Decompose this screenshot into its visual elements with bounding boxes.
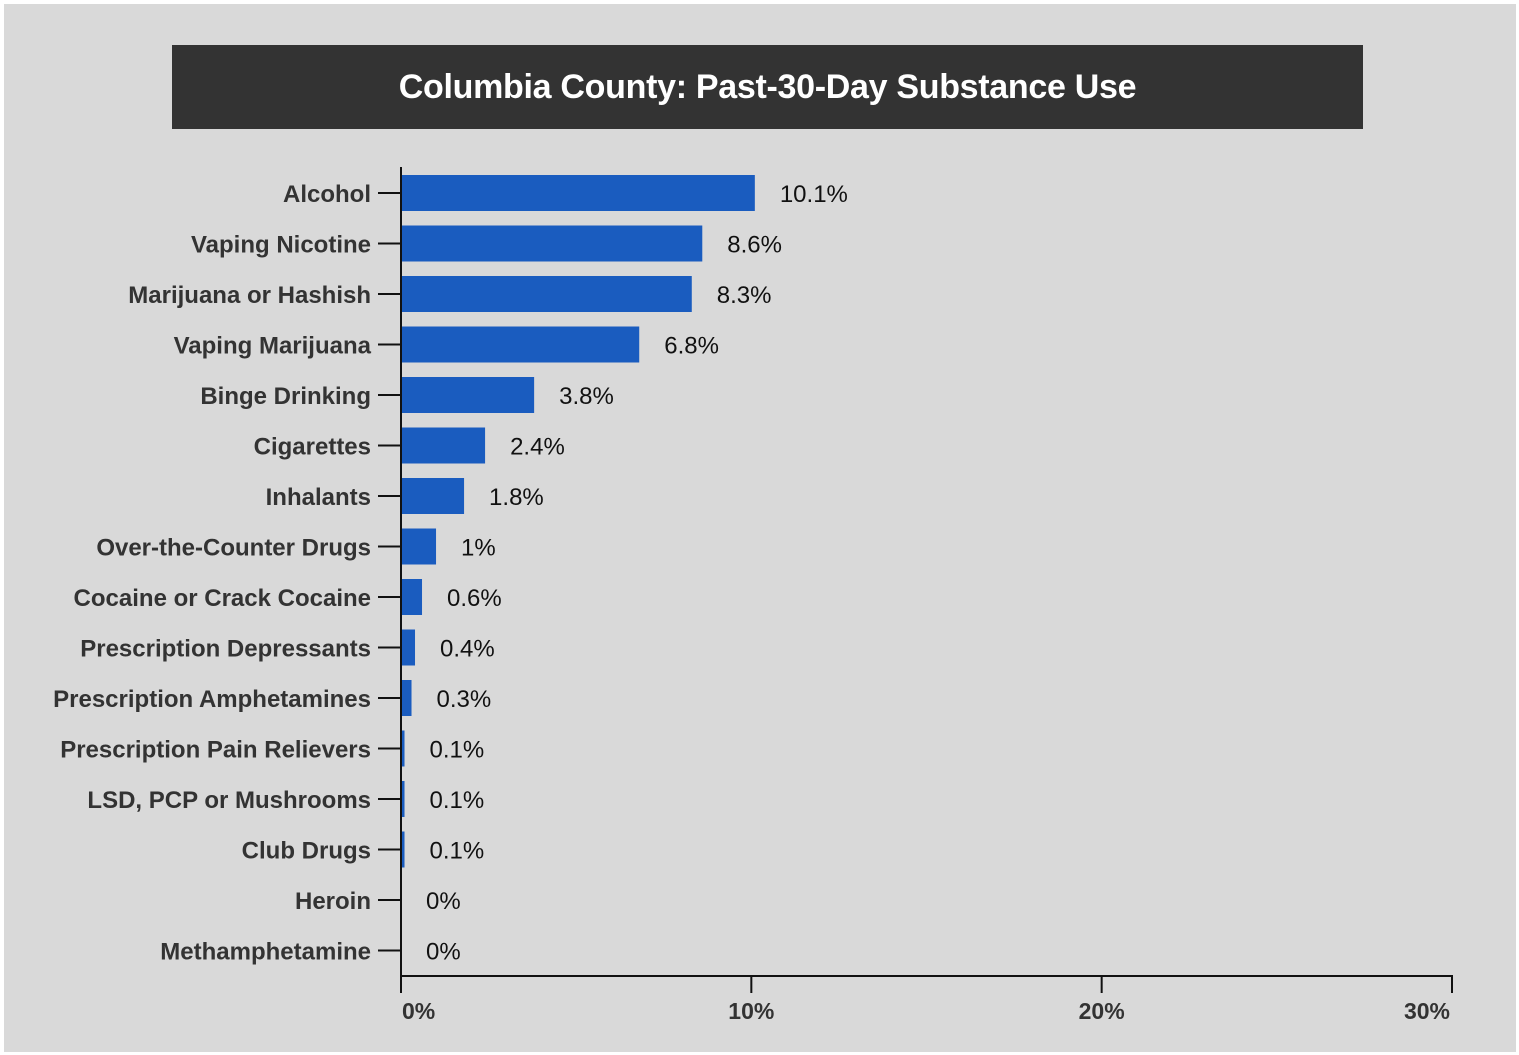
category-label: Cigarettes — [254, 434, 371, 461]
bar-8 — [401, 579, 423, 615]
category-label: Prescription Pain Relievers — [60, 737, 371, 764]
bar-0 — [401, 175, 755, 211]
value-label: 6.8% — [664, 333, 719, 360]
chart-title-bar: Columbia County: Past-30-Day Substance U… — [172, 45, 1363, 129]
bar-4 — [401, 377, 535, 413]
bar-1 — [401, 225, 703, 262]
x-tick-label: 10% — [728, 998, 774, 1024]
bar-9 — [401, 629, 416, 666]
value-label: 1% — [461, 535, 496, 562]
category-label: Marijuana or Hashish — [128, 282, 371, 309]
value-label: 0.1% — [430, 737, 485, 764]
category-label: Inhalants — [266, 484, 371, 511]
chart-background — [4, 4, 1516, 1052]
value-label: 10.1% — [780, 181, 848, 208]
category-label: Vaping Nicotine — [191, 232, 371, 259]
bar-5 — [401, 427, 486, 464]
category-label: Prescription Amphetamines — [53, 686, 371, 713]
category-label: Heroin — [295, 888, 371, 915]
value-label: 0.1% — [430, 838, 485, 865]
bar-13 — [401, 831, 405, 868]
value-label: 0.4% — [440, 636, 495, 663]
value-label: 1.8% — [489, 484, 544, 511]
value-label: 3.8% — [559, 383, 614, 410]
x-tick-label: 30% — [1404, 998, 1450, 1024]
value-label: 0.1% — [430, 787, 485, 814]
bar-10 — [401, 680, 412, 716]
category-label: Over-the-Counter Drugs — [96, 535, 371, 562]
value-label: 0% — [426, 939, 461, 966]
chart-title: Columbia County: Past-30-Day Substance U… — [398, 67, 1137, 106]
category-label: Alcohol — [283, 181, 371, 208]
category-label: Cocaine or Crack Cocaine — [74, 585, 371, 612]
value-label: 0.6% — [447, 585, 502, 612]
value-label: 8.3% — [717, 282, 772, 309]
category-label: Vaping Marijuana — [174, 333, 372, 360]
value-label: 0.3% — [437, 686, 492, 713]
category-label: Binge Drinking — [200, 383, 371, 410]
category-label: Club Drugs — [242, 838, 371, 865]
bar-12 — [401, 781, 405, 817]
value-label: 8.6% — [727, 232, 782, 259]
category-label: Prescription Depressants — [80, 636, 371, 663]
bar-2 — [401, 276, 692, 312]
bar-11 — [401, 730, 405, 767]
category-label: Methamphetamine — [160, 939, 371, 966]
value-label: 0% — [426, 888, 461, 915]
value-label: 2.4% — [510, 434, 565, 461]
bar-3 — [401, 326, 640, 363]
bar-6 — [401, 478, 465, 514]
x-tick-label: 0% — [402, 998, 435, 1024]
category-label: LSD, PCP or Mushrooms — [87, 787, 371, 814]
x-tick-label: 20% — [1079, 998, 1125, 1024]
bar-7 — [401, 528, 437, 565]
